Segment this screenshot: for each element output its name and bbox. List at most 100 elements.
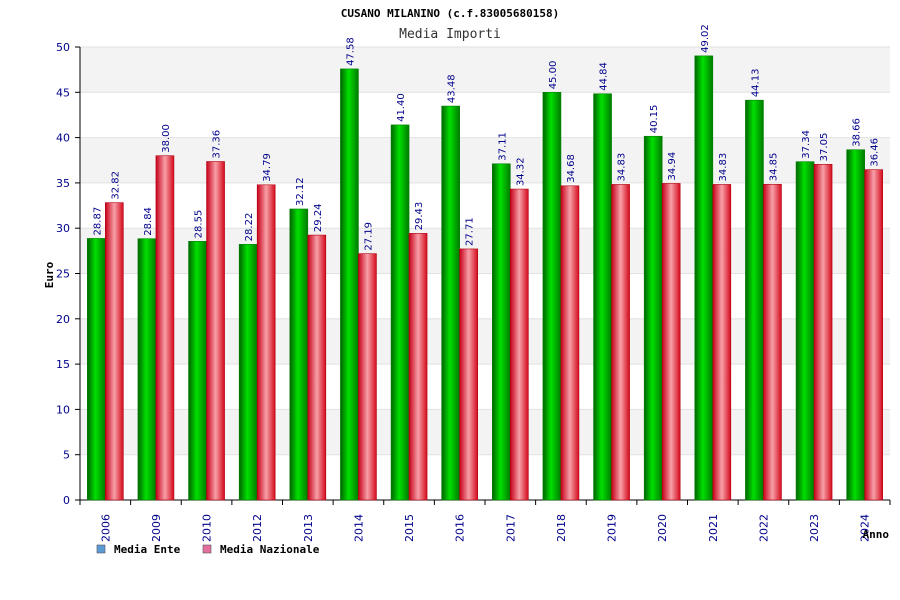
data-label: 44.13 (750, 69, 761, 98)
chart-subtitle: Media Importi (399, 27, 501, 42)
data-label: 28.55 (194, 210, 205, 239)
data-label: 40.15 (649, 105, 660, 134)
x-tick-label: 2018 (555, 514, 568, 542)
y-axis-ticks: 0 5 10 15 20 25 30 35 40 45 50 (56, 41, 80, 507)
y-tick-label: 35 (56, 177, 70, 190)
bar-media-nazionale (864, 169, 883, 501)
bar-media-ente (137, 238, 157, 501)
x-tick-label: 2016 (454, 514, 467, 542)
data-label: 37.34 (801, 130, 812, 159)
data-label: 43.48 (447, 74, 458, 103)
x-tick-label: 2012 (251, 514, 264, 542)
data-label: 34.83 (718, 153, 729, 182)
bar-media-ente (593, 93, 612, 501)
bar-media-nazionale (813, 164, 833, 501)
bars (87, 55, 883, 501)
bar-media-ente (441, 105, 460, 501)
data-labels: 28.87 32.82 28.84 38.00 28.55 37.36 28.22 34.79… (92, 24, 880, 250)
y-tick-label: 25 (56, 268, 70, 281)
data-label: 27.19 (363, 222, 374, 251)
bar-media-ente (492, 163, 511, 501)
bar-media-ente (238, 244, 258, 501)
data-label: 37.05 (819, 133, 830, 162)
y-tick-label: 10 (56, 403, 70, 416)
bar-media-nazionale (560, 185, 580, 501)
x-tick-label: 2014 (352, 514, 365, 542)
data-label: 27.71 (465, 217, 476, 246)
bar-media-ente (745, 99, 764, 501)
x-tick-label: 2017 (504, 514, 517, 542)
data-label: 29.43 (414, 202, 425, 231)
y-tick-label: 45 (56, 86, 70, 99)
data-label: 28.22 (244, 213, 255, 242)
y-axis-label: Euro (43, 261, 56, 288)
data-label: 37.11 (497, 132, 508, 161)
legend-label: Media Nazionale (220, 543, 320, 556)
legend-swatch (96, 544, 106, 554)
data-label: 29.24 (313, 203, 324, 232)
data-label: 49.02 (700, 24, 711, 53)
legend-label: Media Ente (114, 543, 181, 556)
bar-media-nazionale (661, 183, 681, 501)
y-tick-label: 0 (63, 494, 70, 507)
bar-media-ente (340, 68, 359, 501)
chart-title: CUSANO MILANINO (c.f.83005680158) (341, 7, 560, 20)
y-tick-label: 20 (56, 313, 70, 326)
bar-media-nazionale (510, 188, 529, 501)
bar-media-ente (846, 149, 865, 501)
bar-media-ente (390, 124, 410, 501)
bar-media-nazionale (256, 184, 276, 501)
data-label: 34.68 (566, 154, 577, 183)
x-tick-label: 2021 (707, 514, 720, 542)
x-tick-label: 2023 (808, 514, 821, 542)
x-tick-label: 2015 (403, 514, 416, 542)
x-tick-label: 2020 (656, 514, 669, 542)
data-label: 34.83 (617, 153, 628, 182)
data-label: 44.84 (599, 62, 610, 91)
bar-media-nazionale (459, 248, 478, 501)
bar-media-nazionale (105, 202, 124, 501)
data-label: 28.84 (143, 207, 154, 236)
bar-media-nazionale (611, 184, 630, 501)
data-label: 47.58 (345, 37, 356, 66)
y-tick-label: 30 (56, 222, 70, 235)
bar-media-ente (694, 55, 714, 501)
bar-media-nazionale (763, 183, 782, 501)
bar-media-nazionale (206, 161, 225, 501)
y-tick-label: 40 (56, 132, 70, 145)
bar-media-ente (795, 161, 815, 501)
data-label: 38.66 (852, 118, 863, 147)
y-tick-label: 5 (63, 449, 70, 462)
data-label: 34.79 (262, 153, 273, 182)
y-tick-label: 15 (56, 358, 70, 371)
bar-media-ente (87, 238, 106, 501)
x-tick-label: 2024 (859, 514, 872, 542)
data-label: 41.40 (396, 93, 407, 122)
data-label: 34.32 (515, 157, 526, 186)
x-tick-label: 2006 (99, 514, 112, 542)
bar-media-nazionale (358, 253, 377, 501)
data-label: 28.87 (92, 207, 103, 236)
bar-media-nazionale (408, 233, 428, 501)
x-tick-label: 2013 (302, 514, 315, 542)
data-label: 45.00 (548, 61, 559, 90)
x-axis-ticks: 2006 2009 2010 2012 2013 2014 2015 2016 2017 2018… (79, 500, 891, 542)
bar-media-ente (289, 208, 309, 501)
legend: Media Ente Media Nazionale (96, 543, 320, 556)
bar-media-nazionale (712, 184, 732, 501)
x-tick-label: 2019 (606, 514, 619, 542)
y-tick-label: 50 (56, 41, 70, 54)
bar-media-ente (188, 241, 207, 501)
bar-media-ente (643, 135, 663, 501)
data-label: 36.46 (870, 138, 881, 167)
x-tick-label: 2009 (150, 514, 163, 542)
data-label: 32.82 (110, 171, 121, 200)
data-label: 34.85 (768, 153, 779, 182)
bar-media-ente (542, 92, 562, 501)
x-tick-label: 2022 (757, 514, 770, 542)
bar-media-nazionale (155, 155, 175, 501)
grid-band (80, 47, 890, 93)
data-label: 38.00 (161, 124, 172, 153)
data-label: 37.36 (212, 130, 223, 159)
